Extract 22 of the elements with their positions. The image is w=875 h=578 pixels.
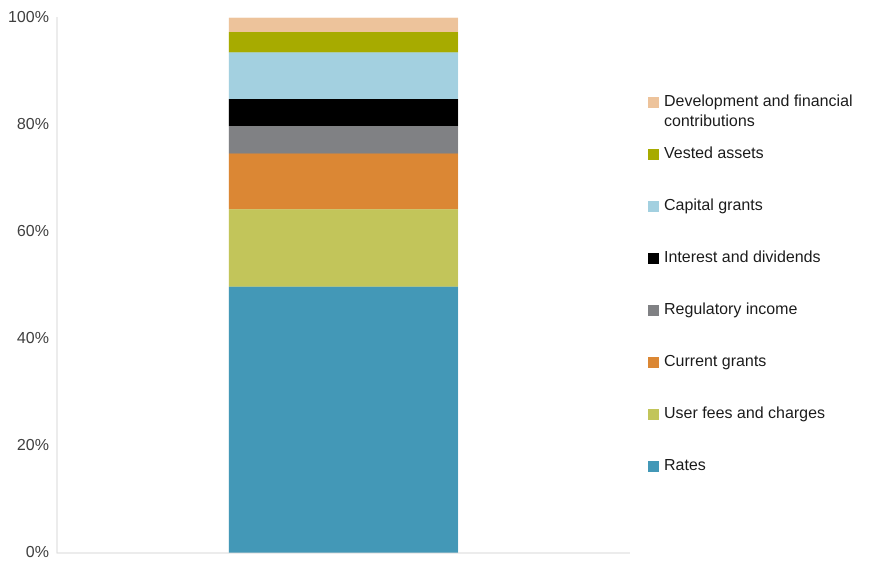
bar [228, 154, 458, 210]
y-tick-label: 60% [16, 223, 49, 240]
y-tick-label: 40% [16, 330, 49, 348]
bar [228, 52, 458, 99]
legend-label: Capital grants [664, 196, 763, 216]
y-tick-label: 100% [8, 9, 49, 26]
legend-label: User fees and charges [664, 404, 825, 424]
y-tick-label: 20% [16, 437, 49, 454]
legend-label: Regulatory income [664, 300, 798, 320]
y-tick-label: 0% [26, 544, 49, 562]
bar [228, 126, 458, 154]
legend-label: Interest and dividends [664, 248, 821, 268]
bar [228, 18, 458, 32]
legend-label: Vested assets [664, 144, 764, 164]
bar [228, 286, 458, 553]
bar [228, 209, 458, 287]
bar [228, 98, 458, 126]
bar [228, 32, 458, 52]
legend-label: Development and financial contributions [664, 92, 854, 132]
y-tick-label: 80% [16, 116, 49, 134]
legend-label: Rates [664, 456, 706, 476]
legend-label: Current grants [664, 352, 766, 372]
